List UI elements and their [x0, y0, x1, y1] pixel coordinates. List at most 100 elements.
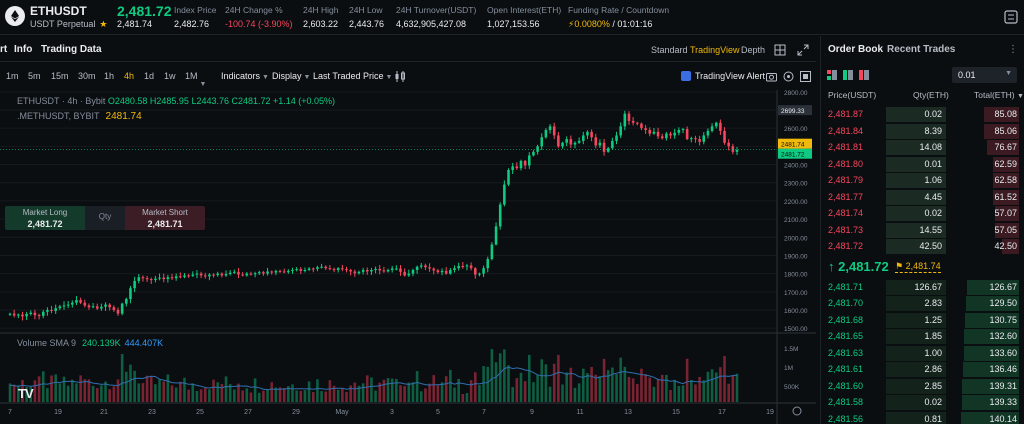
volume-bar — [503, 349, 506, 402]
layout-grid-icon[interactable] — [774, 44, 786, 56]
tab-chart[interactable]: rt — [0, 44, 8, 55]
timeframe-5m[interactable]: 5m — [28, 71, 41, 81]
bid-row[interactable]: 2,481.60 2.85 139.31 — [821, 378, 1024, 395]
candle-body — [532, 151, 535, 156]
candle-body — [145, 278, 149, 280]
display-dropdown[interactable]: Display ▼ — [272, 71, 311, 81]
candle-style-icon[interactable] — [394, 71, 406, 82]
volume-sma-line — [9, 366, 738, 391]
volume-bar — [565, 372, 568, 402]
tab-trading-data[interactable]: Trading Data — [41, 44, 102, 55]
price-source-dropdown[interactable]: Last Traded Price ▼ — [313, 71, 393, 81]
candle-body — [461, 266, 465, 267]
timeframe-1h[interactable]: 1h — [104, 71, 115, 81]
view-depth[interactable]: Depth — [741, 45, 766, 55]
price-cell: 2,481.65 — [828, 331, 864, 341]
candle-body — [54, 308, 57, 311]
ask-row[interactable]: 2,481.74 0.02 57.07 — [821, 205, 1024, 222]
x-tick-label: 19 — [766, 409, 774, 416]
ask-row[interactable]: 2,481.77 4.45 61.52 — [821, 189, 1024, 206]
price-cell: 2,481.81 — [828, 142, 864, 152]
view-bids-icon[interactable] — [843, 70, 853, 80]
tab-info[interactable]: Info — [14, 44, 33, 55]
indicators-dropdown[interactable]: Indicators ▼ — [221, 71, 269, 81]
volume-bar — [62, 376, 66, 402]
bid-row[interactable]: 2,481.71 126.67 126.67 — [821, 279, 1024, 296]
candle-body — [46, 310, 49, 312]
bid-row[interactable]: 2,481.56 0.81 140.14 — [821, 411, 1024, 424]
bid-row[interactable]: 2,481.65 1.85 132.60 — [821, 328, 1024, 345]
ask-row[interactable]: 2,481.81 14.08 76.67 — [821, 139, 1024, 156]
volume-bar — [332, 385, 336, 402]
candlestick-chart-svg[interactable]: 2800.002700.002600.002500.002400.002300.… — [0, 90, 816, 424]
bid-row[interactable]: 2,481.70 2.83 129.50 — [821, 295, 1024, 312]
market-long-button[interactable]: Market Long 2,481.72 — [5, 206, 85, 230]
tradingview-alert-button[interactable]: TradingView Alert — [678, 69, 768, 83]
favorite-star-icon[interactable]: ★ — [99, 19, 108, 29]
precision-select[interactable]: 0.01 ▼ — [952, 67, 1017, 83]
price-cell: 2,481.63 — [828, 347, 864, 358]
more-options-icon[interactable]: ⋮ — [1008, 44, 1018, 55]
candle-body — [440, 270, 444, 273]
timeframe-1m[interactable]: 1m — [6, 71, 19, 81]
x-tick-label: 11 — [576, 409, 583, 416]
volume-bar — [382, 379, 386, 402]
candle-body — [631, 120, 635, 123]
symbol-name[interactable]: ETHUSDT — [30, 4, 87, 18]
camera-icon[interactable] — [766, 71, 777, 82]
settings-icon[interactable] — [1004, 10, 1018, 24]
price-chart[interactable]: 2800.002700.002600.002500.002400.002300.… — [0, 90, 816, 424]
timeframe-4h[interactable]: 4h — [124, 71, 135, 81]
volume-bar — [83, 379, 87, 402]
stat-open-interest: Open Interest(ETH) 1,027,153.56 — [487, 5, 562, 29]
candle-body — [341, 268, 344, 270]
volume-bar — [228, 384, 232, 402]
expand-icon[interactable] — [797, 44, 809, 56]
timeframe-30m[interactable]: 30m — [78, 71, 96, 81]
timeframe-1M[interactable]: 1M ▼ — [185, 71, 207, 88]
bid-row[interactable]: 2,481.58 0.02 139.33 — [821, 394, 1024, 411]
view-asks-icon[interactable] — [859, 70, 869, 80]
timeframe-1w[interactable]: 1w — [164, 71, 176, 81]
candle-body — [706, 130, 710, 136]
candle-body — [390, 268, 394, 270]
fullscreen-icon[interactable] — [800, 71, 811, 82]
volume-bar — [403, 386, 406, 402]
view-tradingview[interactable]: TradingView — [690, 45, 740, 55]
chart-settings-icon[interactable] — [783, 71, 794, 82]
bid-row[interactable]: 2,481.68 1.25 130.75 — [821, 312, 1024, 329]
ask-row[interactable]: 2,481.72 42.50 42.50 — [821, 238, 1024, 255]
header-total[interactable]: Total(ETH) ▼ — [974, 90, 1024, 100]
volume-bar — [137, 383, 141, 402]
timeframe-15m[interactable]: 15m — [51, 71, 69, 81]
volume-bar — [636, 384, 639, 402]
qty-input[interactable]: Qty — [85, 206, 125, 230]
volume-bar — [424, 388, 427, 402]
candle-body — [233, 271, 236, 273]
candle-body — [548, 126, 552, 130]
timeframe-1d[interactable]: 1d — [144, 71, 155, 81]
view-both-icon[interactable] — [827, 70, 837, 80]
bid-row[interactable]: 2,481.63 1.00 133.60 — [821, 345, 1024, 362]
ask-row[interactable]: 2,481.84 8.39 85.06 — [821, 123, 1024, 140]
view-standard[interactable]: Standard — [651, 45, 688, 55]
candle-body — [58, 306, 62, 309]
market-short-button[interactable]: Market Short 2,481.71 — [125, 206, 205, 230]
volume-bar — [120, 353, 124, 402]
ask-row[interactable]: 2,481.87 0.02 85.08 — [821, 106, 1024, 123]
depth-bar — [966, 296, 1019, 311]
volume-bar — [532, 382, 535, 402]
bid-row[interactable]: 2,481.61 2.86 136.46 — [821, 361, 1024, 378]
ask-row[interactable]: 2,481.80 0.01 62.59 — [821, 156, 1024, 173]
volume-bar — [611, 367, 614, 402]
tab-recent-trades[interactable]: Recent Trades — [887, 44, 956, 55]
volume-bar — [731, 375, 735, 402]
candle-body — [415, 266, 419, 270]
tab-order-book[interactable]: Order Book — [828, 44, 884, 55]
ask-row[interactable]: 2,481.73 14.55 57.05 — [821, 222, 1024, 239]
price-cell: 2,481.56 — [828, 413, 864, 424]
candle-body — [669, 133, 672, 136]
ask-row[interactable]: 2,481.79 1.06 62.58 — [821, 172, 1024, 189]
candle-body — [162, 277, 165, 280]
volume-bar — [453, 387, 456, 402]
